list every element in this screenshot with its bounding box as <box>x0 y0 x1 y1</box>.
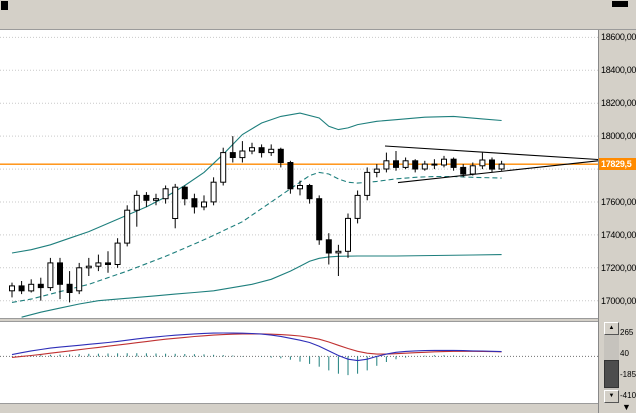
pane-separator[interactable] <box>0 318 598 322</box>
price-axis-label: 18000,00 <box>601 131 636 141</box>
price-axis-label: 17200,00 <box>601 263 636 273</box>
panel-collapse-arrow-icon[interactable]: ▼ <box>622 402 631 412</box>
indicator-axis-label: -185 <box>620 370 636 379</box>
titlebar-artifact-left <box>1 1 8 10</box>
macd-indicator-pane[interactable] <box>0 322 598 403</box>
last-price-label: 17829,5 <box>599 158 636 170</box>
indicator-axis-label: -410 <box>620 391 636 400</box>
scrollbar-thumb[interactable] <box>604 360 619 388</box>
titlebar <box>0 0 636 30</box>
price-axis-label: 18400,00 <box>601 65 636 75</box>
indicator-scrollbar[interactable]: ▲ ▼ <box>604 322 619 403</box>
bottom-strip <box>0 403 598 413</box>
price-axis-label: 18200,00 <box>601 98 636 108</box>
price-axis-label: 17000,00 <box>601 296 636 306</box>
scrollbar-down-icon[interactable]: ▼ <box>604 390 619 403</box>
indicator-axis-label: 265 <box>620 328 634 337</box>
price-axis[interactable]: 17829,5 ▲ ▼ ▼ 18600,00 18400,00 18200,00 18… <box>598 30 636 413</box>
price-axis-label: 18600,00 <box>601 32 636 42</box>
scrollbar-up-icon[interactable]: ▲ <box>604 322 619 335</box>
price-axis-label: 17400,00 <box>601 230 636 240</box>
indicator-axis-label: 40 <box>620 349 629 358</box>
titlebar-artifact-right <box>612 1 628 7</box>
price-chart-pane[interactable] <box>0 30 598 318</box>
price-axis-label: 17600,00 <box>601 197 636 207</box>
